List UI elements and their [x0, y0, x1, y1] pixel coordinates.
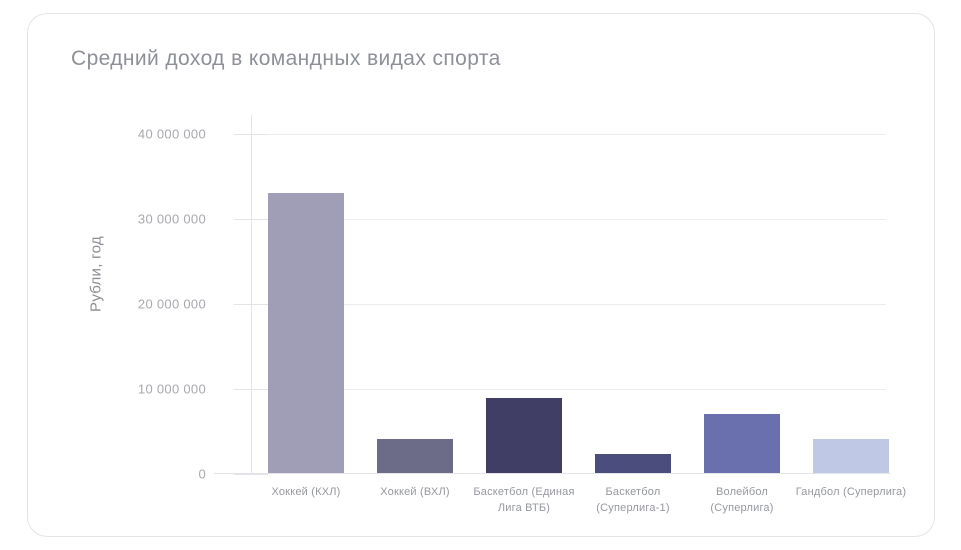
gridline	[263, 219, 886, 220]
bar-4	[595, 454, 671, 473]
bar-5	[704, 413, 780, 473]
bar-6	[813, 439, 889, 473]
y-tick-mark	[234, 474, 268, 475]
x-tick-label: Хоккей (ВХЛ)	[380, 486, 450, 498]
y-tick-label: 0	[198, 466, 206, 482]
y-tick-label: 40 000 000	[137, 126, 206, 142]
x-tick-label: Волейбол (Суперлига)	[710, 486, 774, 514]
x-tick-label: Баскетбол (Суперлига-1)	[596, 486, 670, 514]
gridline	[263, 134, 886, 135]
chart-card: Средний доход в командных видах спорта Р…	[27, 13, 935, 537]
plot-area	[214, 115, 891, 475]
y-tick-label: 30 000 000	[137, 211, 206, 227]
gridline	[263, 304, 886, 305]
x-tick-label: Гандбол (Суперлига)	[795, 486, 907, 498]
y-axis-title: Рубли, год	[87, 236, 105, 312]
x-axis-line	[214, 473, 891, 474]
y-axis-line	[251, 115, 252, 474]
gridline	[263, 389, 886, 390]
bar-1	[268, 193, 344, 473]
x-tick-label: Хоккей (КХЛ)	[271, 486, 341, 498]
bar-3	[486, 398, 562, 473]
x-tick-label: Баскетбол (Единая Лига ВТБ)	[473, 486, 575, 514]
y-tick-label: 10 000 000	[137, 381, 206, 397]
chart-title: Средний доход в командных видах спорта	[71, 47, 501, 70]
y-tick-label: 20 000 000	[137, 296, 206, 312]
bar-2	[377, 439, 453, 473]
